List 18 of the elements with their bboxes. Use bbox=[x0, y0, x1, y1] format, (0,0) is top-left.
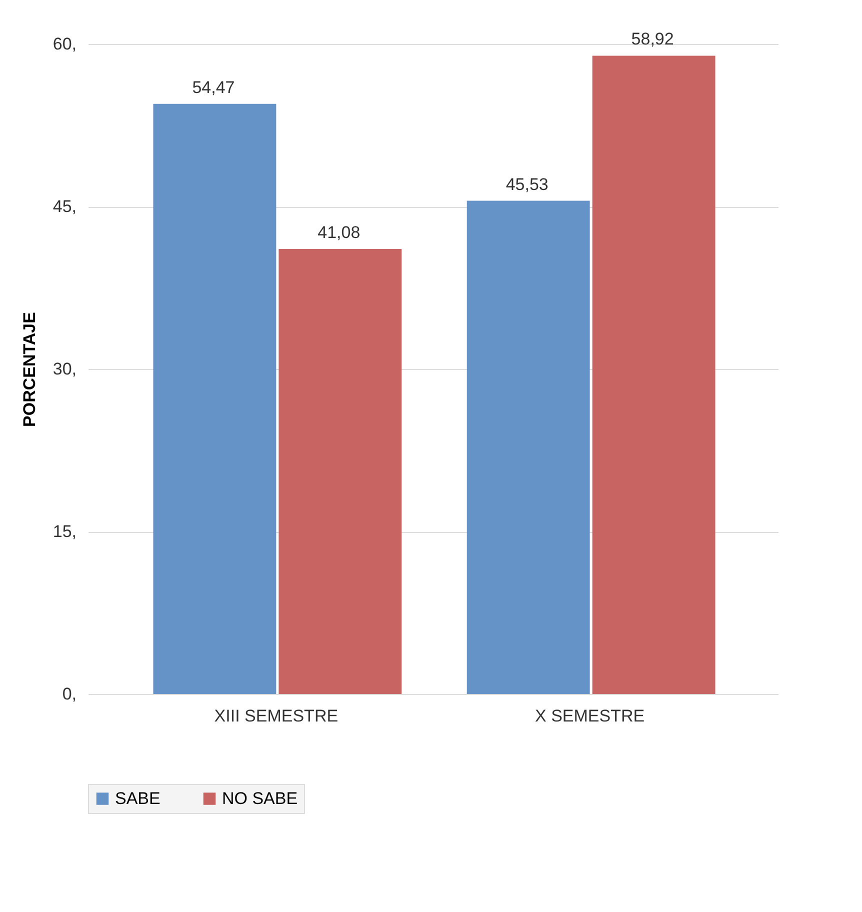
data-label: 45,53 bbox=[506, 174, 548, 194]
legend-label: SABE bbox=[115, 788, 160, 808]
bar bbox=[278, 248, 402, 694]
data-label: 54,47 bbox=[192, 78, 235, 97]
x-tick-label: XIII SEMESTRE bbox=[214, 706, 338, 726]
y-tick-label: 15, bbox=[52, 522, 76, 541]
y-tick-label: 0, bbox=[62, 684, 76, 704]
y-tick-label: 60, bbox=[52, 34, 76, 54]
bar bbox=[466, 200, 590, 694]
y-axis-title: PORCENTAJE bbox=[20, 312, 39, 427]
data-label: 41,08 bbox=[318, 222, 360, 242]
y-tick-label: 45, bbox=[52, 197, 76, 216]
legend-label: NO SABE bbox=[222, 788, 298, 808]
x-tick-label: X SEMESTRE bbox=[535, 706, 645, 726]
bar bbox=[153, 104, 276, 694]
data-label: 58,92 bbox=[631, 30, 674, 49]
y-tick-label: 30, bbox=[52, 360, 76, 378]
bar bbox=[592, 56, 716, 694]
